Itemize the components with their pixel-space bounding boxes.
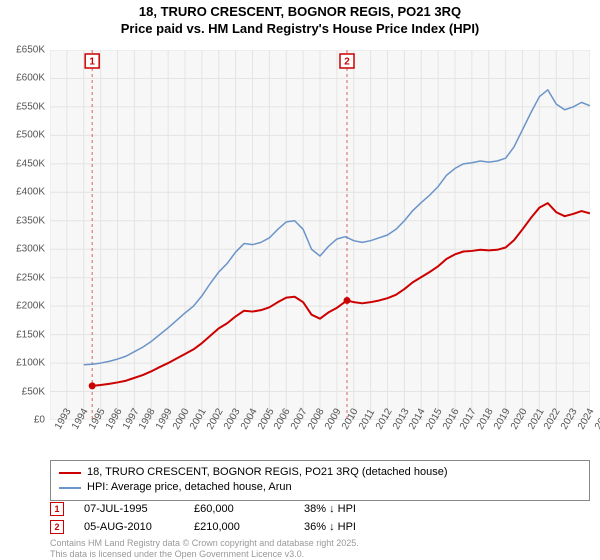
sale-marker: 2 [50,520,64,534]
title-line1: 18, TRURO CRESCENT, BOGNOR REGIS, PO21 3… [0,4,600,21]
sale-delta: 38% ↓ HPI [304,503,394,515]
legend-swatch [59,472,81,474]
y-axis: £0£50K£100K£150K£200K£250K£300K£350K£400… [0,50,48,420]
sale-row: 2 05-AUG-2010 £210,000 36% ↓ HPI [50,518,590,536]
svg-text:2: 2 [344,57,350,68]
y-tick-label: £500K [16,130,45,141]
y-tick-label: £250K [16,272,45,283]
y-tick-label: £0 [34,415,45,426]
sale-price: £60,000 [194,503,284,515]
y-tick-label: £50K [22,386,45,397]
y-tick-label: £150K [16,329,45,340]
chart-plot: 12 [50,50,590,420]
y-tick-label: £400K [16,187,45,198]
legend: 18, TRURO CRESCENT, BOGNOR REGIS, PO21 3… [50,460,590,501]
legend-item: HPI: Average price, detached house, Arun [59,480,581,495]
legend-label: HPI: Average price, detached house, Arun [87,480,292,495]
sale-date: 05-AUG-2010 [84,521,174,533]
y-tick-label: £550K [16,101,45,112]
y-tick-label: £300K [16,244,45,255]
x-axis: 1993199419951996199719981999200020012002… [50,420,590,460]
y-tick-label: £100K [16,358,45,369]
sale-date: 07-JUL-1995 [84,503,174,515]
svg-text:1: 1 [89,57,95,68]
chart-title: 18, TRURO CRESCENT, BOGNOR REGIS, PO21 3… [0,0,600,38]
sale-price: £210,000 [194,521,284,533]
legend-label: 18, TRURO CRESCENT, BOGNOR REGIS, PO21 3… [87,465,447,480]
y-tick-label: £350K [16,215,45,226]
footer-line2: This data is licensed under the Open Gov… [50,549,359,560]
y-tick-label: £450K [16,158,45,169]
legend-item: 18, TRURO CRESCENT, BOGNOR REGIS, PO21 3… [59,465,581,480]
sale-delta: 36% ↓ HPI [304,521,394,533]
sales-table: 1 07-JUL-1995 £60,000 38% ↓ HPI 2 05-AUG-2010… [50,500,590,536]
footer-note: Contains HM Land Registry data © Crown c… [50,538,359,560]
legend-swatch [59,487,81,489]
y-tick-label: £650K [16,45,45,56]
y-tick-label: £600K [16,73,45,84]
sale-marker: 1 [50,502,64,516]
title-line2: Price paid vs. HM Land Registry's House … [0,21,600,38]
footer-line1: Contains HM Land Registry data © Crown c… [50,538,359,549]
sale-row: 1 07-JUL-1995 £60,000 38% ↓ HPI [50,500,590,518]
y-tick-label: £200K [16,301,45,312]
